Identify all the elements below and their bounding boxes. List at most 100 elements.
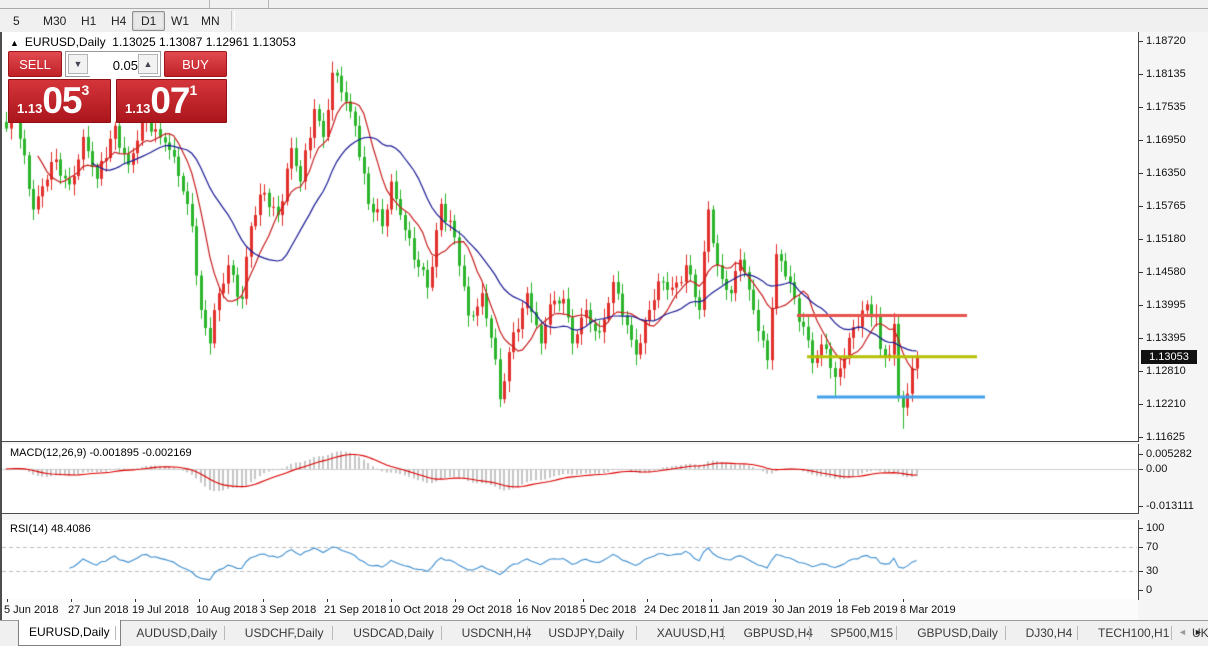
scale-tick-mark	[1139, 505, 1143, 507]
rsi-indicator-pane[interactable]: RSI(14) 48.4086	[2, 520, 1139, 600]
scale-tick-mark	[1139, 172, 1143, 174]
scale-tick-mark	[1139, 546, 1143, 548]
scale-tick-mark	[1139, 527, 1143, 529]
rsi-scale-label: 0	[1139, 584, 1152, 596]
scale-tick-mark	[1139, 570, 1143, 572]
scale-tick-mark	[1139, 589, 1143, 591]
tab-separator	[527, 626, 529, 640]
date-label: 3 Sep 2018	[260, 604, 317, 616]
time-scale[interactable]: 5 Jun 2018 27 Jun 2018 19 Jul 2018 10 Aug 2…	[2, 599, 1138, 620]
sell-price-pips: 05	[42, 80, 82, 121]
one-click-trading-panel: SELL ▼ ▲ BUY 1.13053 1.13071	[8, 51, 227, 123]
chart-tab-ukc[interactable]: UKC	[1192, 626, 1208, 640]
scale-tick-mark	[1139, 106, 1143, 108]
date-label: 18 Feb 2019	[836, 604, 898, 616]
tab-separator	[635, 626, 637, 640]
scale-tick-mark	[1139, 436, 1143, 438]
buy-button[interactable]: BUY	[164, 51, 227, 77]
date-label: 27 Jun 2018	[68, 604, 129, 616]
time-tick-mark	[455, 599, 456, 602]
chart-tab-usdchf-daily[interactable]: USDCHF,Daily	[244, 626, 324, 640]
chart-symbol-period: EURUSD,Daily	[24, 35, 106, 49]
chart-title: ▲ EURUSD,Daily 1.13025 1.13087 1.12961 1.…	[10, 35, 296, 49]
chart-tab-audusd-daily[interactable]: AUDUSD,Daily	[136, 626, 218, 640]
timeframe-button-mn[interactable]: MN	[201, 14, 220, 28]
timeframe-toolbar: 5 M30 H1 H4 D1 W1 MN	[0, 9, 1208, 33]
time-tick-mark	[71, 599, 72, 602]
volume-increase-button[interactable]: ▲	[138, 54, 158, 74]
time-tick-mark	[199, 599, 200, 602]
tab-separator	[1004, 626, 1006, 640]
price-scale-label: 1.16350	[1139, 167, 1186, 179]
price-scale-label: 1.13395	[1139, 332, 1186, 344]
buy-price-button[interactable]: 1.13071	[116, 79, 227, 123]
chart-tab-tech100-h1[interactable]: TECH100,H1	[1098, 626, 1170, 640]
volume-input[interactable]	[90, 53, 140, 77]
sell-price-button[interactable]: 1.13053	[8, 79, 111, 123]
timeframe-button-w1[interactable]: W1	[171, 14, 189, 28]
timeframe-button-d1[interactable]: D1	[132, 11, 166, 31]
timeframe-button-5[interactable]: 5	[13, 14, 20, 28]
time-tick-mark	[775, 599, 776, 602]
chart-window: ▲ EURUSD,Daily 1.13025 1.13087 1.12961 1.…	[0, 32, 1208, 620]
current-price-tag: 1.13053	[1141, 350, 1197, 364]
time-tick-mark	[263, 599, 264, 602]
scale-tick-mark	[1139, 205, 1143, 207]
tab-scroll-left-icon[interactable]: ◄	[1178, 627, 1187, 637]
scale-tick-mark	[1139, 370, 1143, 372]
price-scale-label: 1.15180	[1139, 233, 1186, 245]
chart-tab-gbpusd-daily[interactable]: GBPUSD,Daily	[917, 626, 998, 640]
price-scale-label: 1.15765	[1139, 200, 1186, 212]
date-label: 21 Sep 2018	[324, 604, 387, 616]
tab-separator	[722, 626, 724, 640]
macd-scale-label: -0.013111	[1139, 500, 1194, 512]
timeframe-button-m30[interactable]: M30	[43, 14, 67, 28]
price-scale-label: 1.18135	[1139, 68, 1186, 80]
chart-tab-usdjpy-daily[interactable]: USDJPY,Daily	[548, 626, 625, 640]
chart-tab-dj30-h4[interactable]: DJ30,H4	[1025, 626, 1073, 640]
price-scale-label: 1.12210	[1139, 398, 1186, 410]
buy-price-point: 1	[189, 81, 198, 98]
scale-tick-mark	[1139, 40, 1143, 42]
tab-separator	[115, 626, 117, 640]
scale-tick-mark	[1139, 73, 1143, 75]
date-label: 24 Dec 2018	[644, 604, 707, 616]
timeframe-button-h1[interactable]: H1	[81, 14, 97, 28]
chart-tab-gbpusd-h4[interactable]: GBPUSD,H4	[743, 626, 813, 640]
volume-decrease-button[interactable]: ▼	[68, 54, 88, 74]
macd-canvas[interactable]	[2, 444, 1137, 512]
price-scale-label: 1.11625	[1139, 431, 1185, 443]
price-chart-pane[interactable]: ▲ EURUSD,Daily 1.13025 1.13087 1.12961 1.…	[2, 32, 1139, 442]
chart-tab-usdcad-daily[interactable]: USDCAD,Daily	[353, 626, 434, 640]
tab-separator	[223, 626, 225, 640]
tab-separator	[1077, 626, 1078, 640]
toolbar-separator	[209, 0, 210, 8]
scale-tick-mark	[1139, 139, 1143, 141]
chart-tab-sp500-m15[interactable]: SP500,M15	[830, 626, 894, 640]
macd-indicator-pane[interactable]: MACD(12,26,9) -0.001895 -0.002169	[2, 444, 1139, 514]
scale-tick-mark	[1139, 271, 1143, 273]
buy-price-pips: 07	[150, 80, 190, 121]
time-tick-mark	[903, 599, 904, 602]
price-scale[interactable]: 1.13053 1.18720 1.18135 1.17535 1.16950 1.16…	[1139, 32, 1208, 599]
time-tick-mark	[519, 599, 520, 602]
volume-stepper: ▼ ▲	[65, 51, 161, 77]
date-label: 19 Jul 2018	[132, 604, 189, 616]
chart-tab-eurusd-daily[interactable]: EURUSD,Daily	[18, 620, 121, 646]
timeframe-button-h4[interactable]: H4	[111, 14, 127, 28]
price-scale-label: 1.14580	[1139, 266, 1186, 278]
date-label: 8 Mar 2019	[900, 604, 956, 616]
tab-separator	[440, 626, 442, 640]
rsi-canvas[interactable]	[2, 520, 1137, 598]
chart-tab-xauusd-h1[interactable]: XAUUSD,H1	[656, 626, 726, 640]
sell-button[interactable]: SELL	[8, 51, 62, 77]
rsi-scale-label: 70	[1139, 541, 1158, 553]
chart-tab-usdcnh-h4[interactable]: USDCNH,H4	[461, 626, 532, 640]
rsi-scale-label: 100	[1139, 522, 1164, 534]
tab-separator	[896, 626, 898, 640]
upper-toolbar-strip	[0, 0, 1208, 9]
buy-price-prefix: 1.13	[125, 101, 151, 116]
rsi-scale-label: 30	[1139, 565, 1158, 577]
tab-scroll-right-icon[interactable]: ►	[1194, 627, 1203, 637]
date-label: 10 Aug 2018	[196, 604, 258, 616]
